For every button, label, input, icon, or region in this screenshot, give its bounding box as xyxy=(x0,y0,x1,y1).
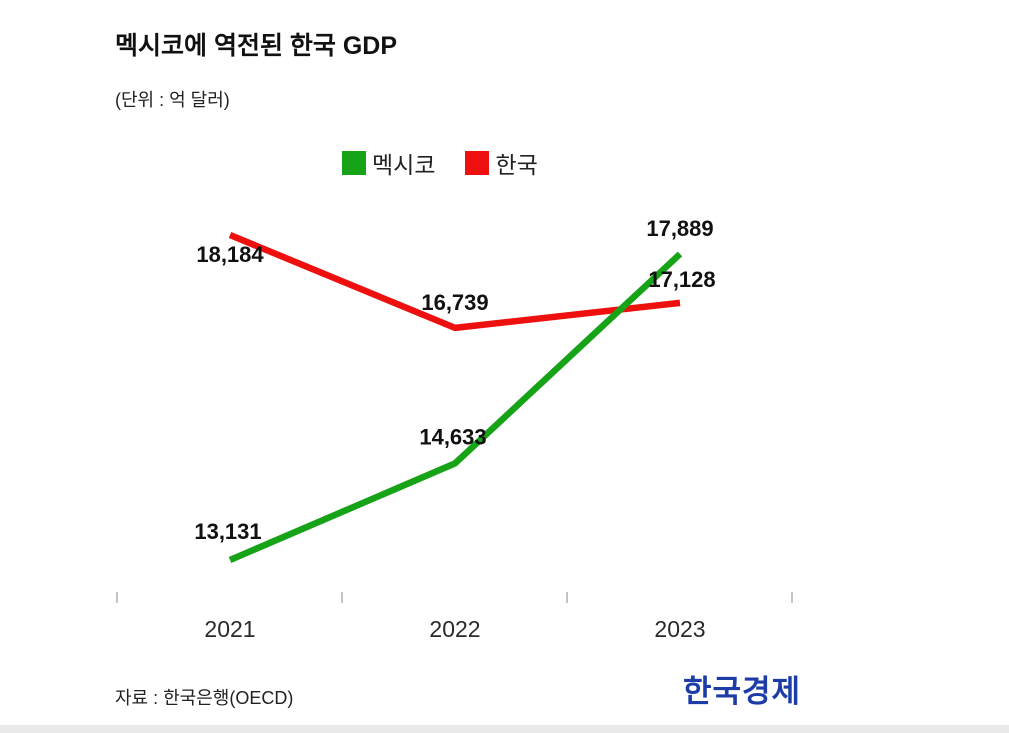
x-axis-label-2021: 2021 xyxy=(204,616,256,642)
legend-item-korea: 한국 xyxy=(465,146,538,180)
chart-unit-label: (단위 : 억 달러) xyxy=(115,90,230,110)
hankyung-logo: 한국경제 xyxy=(683,674,802,709)
data-label: 16,739 xyxy=(421,290,488,315)
legend-label-korea: 한국 xyxy=(495,152,538,178)
series-line-0 xyxy=(228,251,683,563)
data-label: 13,131 xyxy=(194,519,261,544)
legend-swatch-mexico xyxy=(342,151,366,175)
bottom-scrollbar xyxy=(0,725,1009,733)
data-label: 14,633 xyxy=(419,424,486,449)
legend-swatch-korea xyxy=(465,151,490,175)
chart-legend: 멕시코 한국 xyxy=(342,146,538,180)
legend-item-mexico: 멕시코 xyxy=(342,146,435,180)
chart-title: 멕시코에 역전된 한국 GDP xyxy=(115,32,398,60)
data-label: 18,184 xyxy=(196,242,264,267)
x-axis-label-2023: 2023 xyxy=(654,616,706,642)
x-axis-label-2022: 2022 xyxy=(429,616,481,642)
source-label: 자료 : 한국은행(OECD) xyxy=(115,688,294,708)
legend-label-mexico: 멕시코 xyxy=(372,152,436,178)
series-line-1 xyxy=(228,231,681,332)
data-label: 17,128 xyxy=(648,267,715,292)
data-label: 17,889 xyxy=(646,216,713,241)
